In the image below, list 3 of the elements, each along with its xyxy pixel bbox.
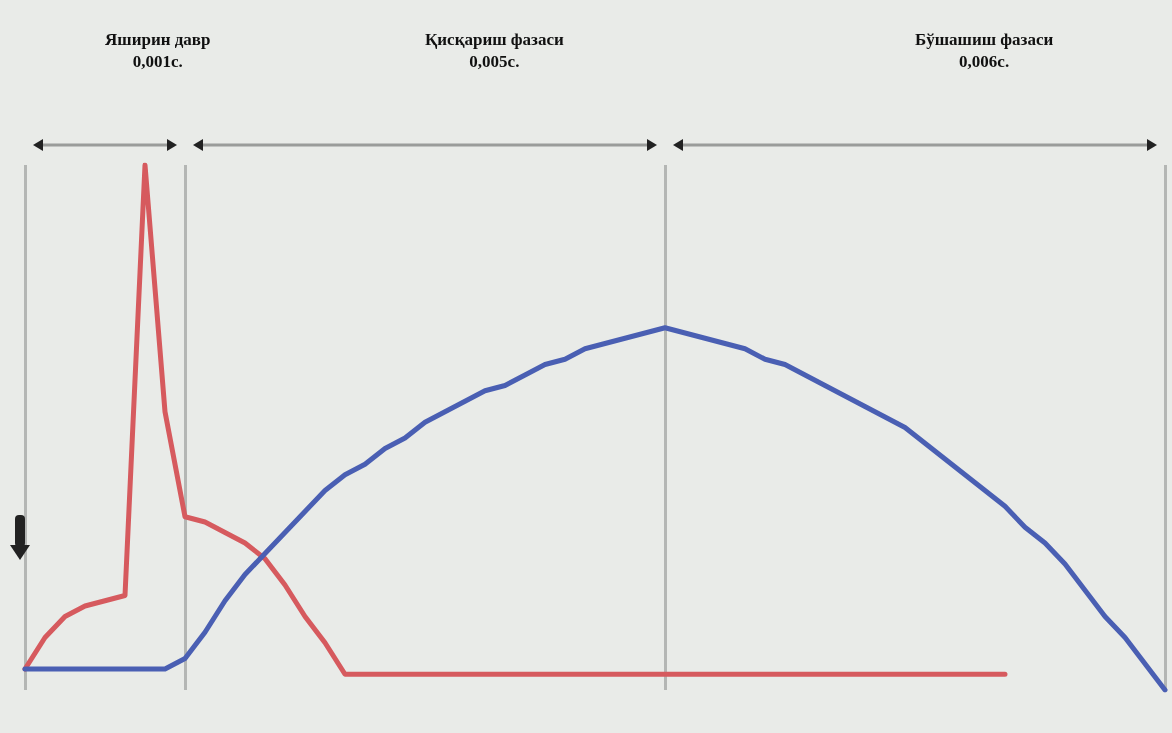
text: Бўшашиш фазаси 0,006с. <box>915 29 1054 71</box>
text: Яширин давр 0,001с. <box>105 29 211 71</box>
text: Қисқариш фазаси 0,005с. <box>425 29 564 71</box>
